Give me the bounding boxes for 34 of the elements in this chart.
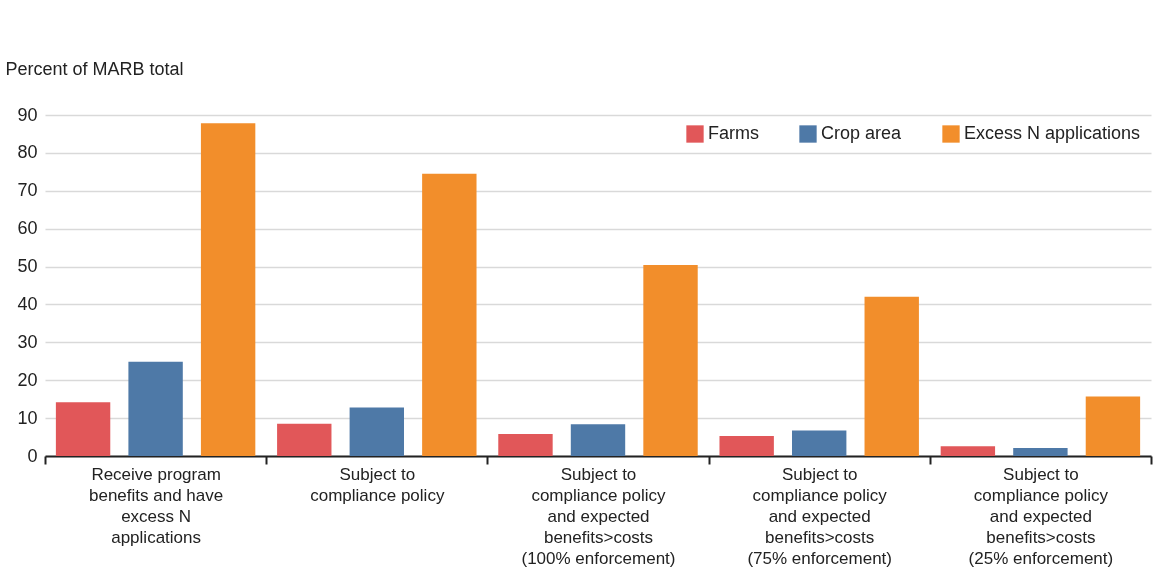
y-tick-label: 80 <box>17 142 38 163</box>
bar <box>570 424 626 456</box>
bar <box>1013 448 1068 456</box>
bar <box>349 407 404 456</box>
bar <box>719 435 774 456</box>
bar <box>864 296 919 456</box>
bar <box>422 173 477 456</box>
bar <box>277 423 332 456</box>
y-tick-label: 90 <box>17 104 38 125</box>
legend-label: Crop area <box>821 123 903 143</box>
y-tick-label: 0 <box>27 445 38 466</box>
x-tick-label: Subject to compliance policy and expected benefits>costs (25% enforcement) <box>968 464 1114 568</box>
y-tick-label: 70 <box>17 180 38 201</box>
y-tick-label: 30 <box>17 331 38 352</box>
y-axis-title: Percent of MARB total <box>5 58 184 79</box>
x-tick-label: Receive program benefits and have excess N applications <box>88 464 224 547</box>
y-tick-label: 20 <box>17 369 38 390</box>
x-tick-label: Subject to compliance policy and expected benefits>costs (100% enforcement) <box>521 464 676 568</box>
bar <box>55 402 111 456</box>
y-tick-label: 10 <box>17 407 38 428</box>
bar <box>792 430 847 456</box>
bar <box>1085 396 1141 456</box>
x-tick-label: Subject to compliance policy <box>310 464 445 505</box>
bar <box>643 265 698 456</box>
bar <box>940 446 996 456</box>
bar <box>498 434 553 456</box>
bar <box>200 123 256 456</box>
y-tick-label: 60 <box>17 218 38 239</box>
x-tick-label: Subject to compliance policy and expected benefits>costs (75% enforcement) <box>747 464 892 568</box>
legend-label: Farms <box>708 123 759 143</box>
y-tick-label: 50 <box>17 256 38 277</box>
bar <box>128 361 183 456</box>
legend-label: Excess N applications <box>964 123 1141 143</box>
y-tick-label: 40 <box>17 293 38 314</box>
